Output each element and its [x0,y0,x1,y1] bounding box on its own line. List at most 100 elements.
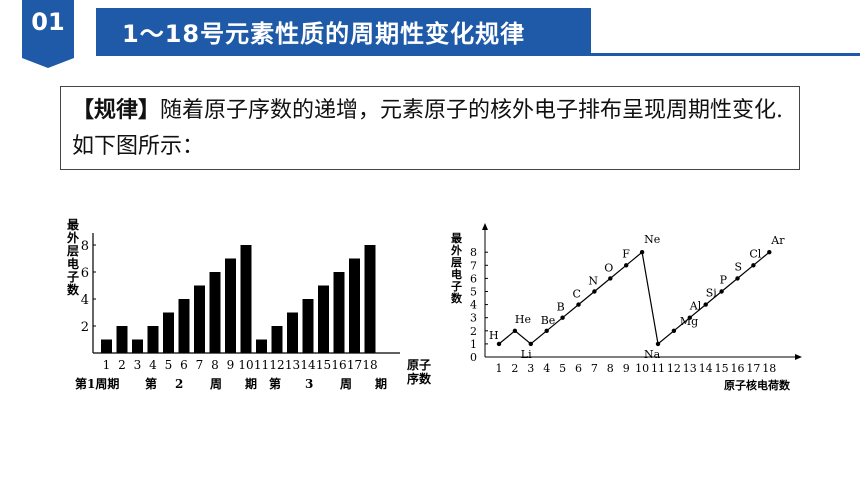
x-tick-label: 7 [591,362,598,375]
point-label: Na [644,348,661,361]
data-point [528,341,533,347]
x-tick-label: 6 [575,362,582,375]
point-label: S [735,260,743,273]
x-axis-arrow [795,354,802,360]
x-tick-label: 18 [362,358,377,372]
y-axis-label-char: 电 [67,256,79,271]
bar [271,326,283,353]
x-tick-label: 2 [118,358,126,372]
x-tick-label: 6 [180,358,188,372]
bar [116,326,128,353]
bar [364,245,376,353]
point-label: B [557,301,565,314]
x-tick-label: 16 [331,358,346,372]
y-axis-arrow [482,223,488,230]
period-label: 期 [375,376,387,391]
data-point [512,328,518,333]
point-label: Cl [749,247,761,260]
bar [302,299,314,353]
rule-box [60,86,800,170]
y-axis-label-char: 层 [450,256,462,269]
period-label: 周 [210,377,222,391]
x-tick-label: 16 [731,362,745,375]
section-badge [22,0,74,68]
y-tick-label: 1 [470,338,477,351]
data-point [751,263,756,268]
y-tick-label: 8 [470,246,477,259]
title-bar [96,8,591,54]
x-tick-label: 8 [607,362,614,375]
data-point [496,341,502,347]
x-tick-label: 4 [149,358,157,372]
y-axis-label-char: 数 [67,282,80,297]
bar [240,245,252,353]
x-axis-label-line2: 序数 [407,371,432,386]
bar [163,312,174,353]
y-axis-label-char: 层 [67,244,79,258]
x-tick-label: 3 [134,358,142,372]
y-tick-label: 2 [81,320,89,335]
period-label: 周 [340,377,352,391]
data-point [767,250,772,255]
bar [333,272,345,353]
series-line [498,251,770,346]
x-tick-label: 12 [269,358,284,372]
data-point [639,250,645,255]
data-point [592,289,597,294]
bar [147,326,159,353]
x-tick-label: 15 [316,358,331,372]
x-tick-label: 13 [285,358,300,372]
y-axis-label-char: 数 [451,291,463,305]
bar [209,272,221,353]
x-tick-label: 4 [543,362,550,375]
period-label: 3 [305,377,313,391]
page-title: 1～18号元素性质的周期性变化规律 [122,20,526,48]
point-label: P [720,274,728,287]
y-axis-label-char: 外 [67,230,79,245]
data-point [703,302,708,307]
point-label: He [515,313,531,326]
data-point [544,328,549,333]
y-axis-label-char: 子 [67,270,79,284]
bar [178,299,190,353]
point-label: Ar [770,234,785,247]
x-tick-label: 14 [300,358,316,372]
x-tick-label: 13 [683,362,697,375]
point-label: F [622,247,630,260]
x-tick-label: 18 [762,362,776,375]
point-label: Li [521,348,532,361]
data-point [735,276,740,281]
x-tick-label: 17 [347,358,362,372]
y-tick-label: 5 [470,286,477,299]
bar [101,339,112,353]
bar [132,339,143,353]
x-tick-label: 11 [254,358,269,372]
x-tick-label: 10 [238,358,253,372]
data-point [655,341,661,347]
point-label: H [489,329,499,342]
point-label: Al [689,300,702,313]
y-axis-label-char: 最 [67,218,80,232]
y-axis-label-char: 外 [450,243,462,257]
point-label: Ne [644,233,660,246]
y-axis-label-char: 电 [451,267,462,281]
x-tick-label: 5 [559,362,566,375]
point-label: Be [541,314,556,327]
bar [318,285,329,353]
bar [349,258,360,353]
y-tick-label: 6 [81,266,89,281]
x-tick-label: 17 [746,362,760,375]
bar [256,339,267,353]
x-tick-label: 11 [651,362,665,375]
point-label: C [573,288,581,301]
x-tick-label: 1 [103,358,111,372]
bar [225,258,236,353]
x-tick-label: 9 [623,362,630,375]
y-tick-label: 2 [470,325,477,338]
x-tick-label: 10 [635,362,649,375]
data-point [624,263,629,268]
rule-label: 【规律】 [72,97,161,123]
section-number: 01 [31,8,65,36]
